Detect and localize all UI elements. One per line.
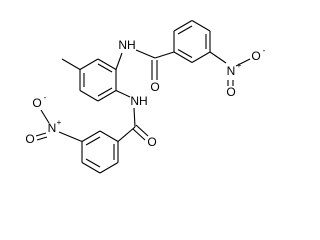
- bond: [154, 51, 175, 59]
- atom-label: O: [150, 80, 159, 94]
- bond: [58, 131, 83, 143]
- bond: [79, 58, 99, 70]
- charge: +: [57, 118, 62, 127]
- bond: [191, 51, 211, 63]
- bond: [117, 126, 136, 142]
- bond: [115, 52, 123, 70]
- bond: [173, 51, 193, 63]
- bond: [191, 20, 211, 32]
- atom-label: NH: [130, 94, 147, 108]
- charge: -: [263, 46, 266, 55]
- bond: [97, 58, 117, 70]
- bond: [79, 90, 99, 102]
- bond: [132, 128, 146, 141]
- bond: [61, 58, 81, 70]
- molecule: NH O N + O - O NH O N + O - O: [25, 20, 266, 174]
- bond: [81, 162, 101, 174]
- bond: [177, 49, 193, 58]
- atom-label: O: [32, 96, 41, 110]
- bond: [133, 107, 136, 128]
- bond: [177, 25, 193, 35]
- atom-label: N: [48, 121, 57, 135]
- bond: [97, 63, 113, 73]
- charge: -: [44, 93, 47, 102]
- bond: [135, 49, 156, 59]
- bond: [36, 136, 48, 141]
- bond: [81, 130, 101, 142]
- bond: [135, 124, 149, 137]
- atom-label: N: [227, 64, 236, 78]
- bond: [40, 109, 50, 124]
- atom-label: NH: [118, 38, 135, 52]
- bond: [115, 90, 131, 98]
- bond: [85, 158, 101, 168]
- bond: [209, 51, 227, 64]
- bond: [173, 20, 193, 32]
- bond: [97, 87, 113, 97]
- atom-label: O: [226, 85, 235, 99]
- bond: [99, 130, 119, 142]
- atom-label: O: [147, 135, 156, 149]
- bond: [97, 90, 117, 102]
- atom-label: O: [251, 49, 260, 63]
- bonds: [35, 20, 251, 174]
- charge: +: [237, 61, 242, 70]
- bond: [85, 136, 101, 146]
- atom-label: O: [25, 132, 34, 146]
- bond: [235, 58, 251, 67]
- bond: [35, 132, 47, 137]
- bond: [99, 162, 119, 174]
